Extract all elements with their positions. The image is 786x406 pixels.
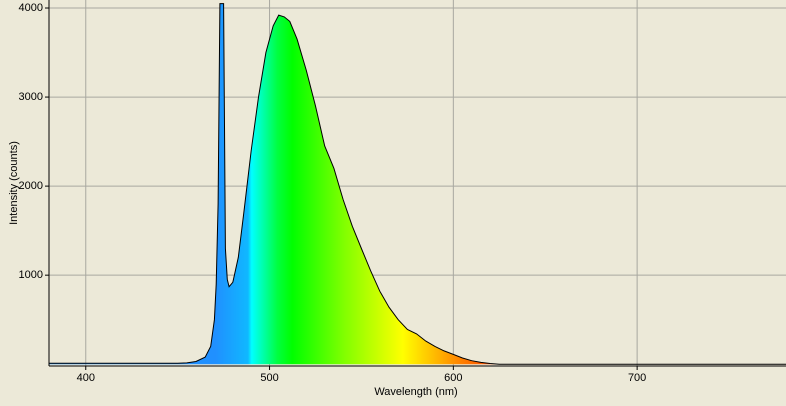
y-axis-label: Intensity (counts)	[8, 141, 20, 225]
y-tick-label: 3000	[19, 91, 43, 103]
x-axis-label: Wavelength (nm)	[374, 386, 457, 398]
spectrum-line	[49, 3, 786, 365]
plot-area	[49, 0, 786, 366]
x-tick-label: 600	[444, 372, 462, 384]
y-tick-label: 2000	[19, 180, 43, 192]
y-tick-label: 4000	[19, 2, 43, 14]
x-tick-label: 700	[628, 372, 646, 384]
y-tick-label: 1000	[19, 269, 43, 281]
x-tick-label: 500	[260, 372, 278, 384]
x-tick-label: 400	[77, 372, 95, 384]
